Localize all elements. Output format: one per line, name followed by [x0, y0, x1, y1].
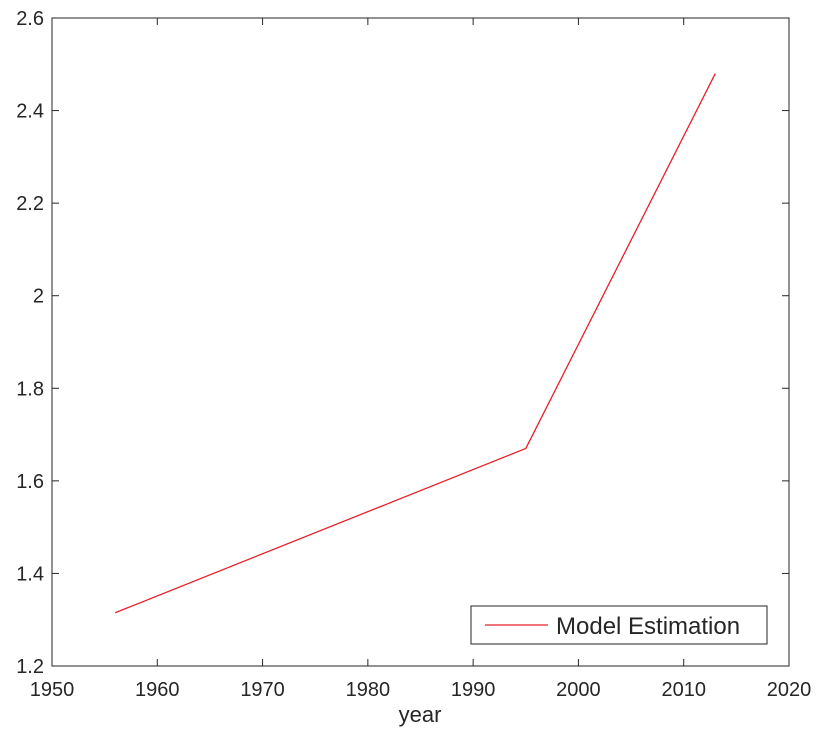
- y-tick-label: 2.6: [16, 8, 44, 30]
- x-axis-label: year: [399, 702, 442, 727]
- x-tick-label: 2020: [767, 679, 812, 701]
- series-layer: [114, 73, 716, 614]
- ticks-layer: 1950 1960 1970 1980 1990 2000 2010 2020 1.2 1.4 1.…: [16, 8, 811, 701]
- y-tick-label: 1.2: [16, 656, 44, 678]
- x-tick-label: 2010: [661, 679, 706, 701]
- plot-frame: [51, 17, 790, 667]
- x-tick-label: 1980: [346, 679, 391, 701]
- x-tick-label: 1970: [240, 679, 285, 701]
- x-tick-label: 1950: [30, 679, 75, 701]
- y-tick-label: 2: [33, 286, 44, 308]
- y-tick-label: 2.4: [16, 101, 44, 123]
- x-tick-label: 2000: [556, 679, 601, 701]
- legend: Model Estimation: [470, 605, 768, 645]
- y-tick-label: 1.4: [16, 563, 44, 585]
- y-tick-label: 2.2: [16, 193, 44, 215]
- x-tick-label: 1960: [135, 679, 180, 701]
- y-tick-label: 1.6: [16, 471, 44, 493]
- series-line-model-estimation: [114, 73, 716, 614]
- x-tick-label: 1990: [451, 679, 496, 701]
- legend-label-model-estimation: Model Estimation: [556, 613, 740, 640]
- y-tick-label: 1.8: [16, 378, 44, 400]
